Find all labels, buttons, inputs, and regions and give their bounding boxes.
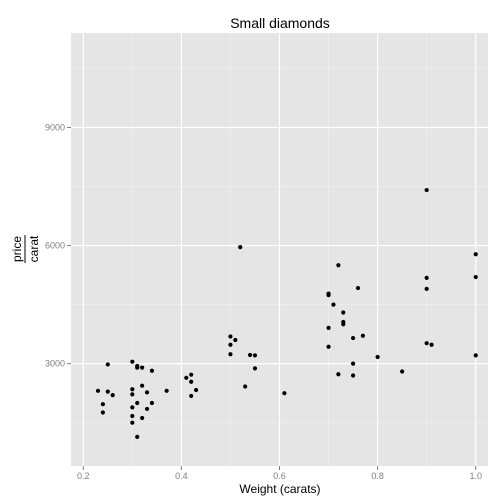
data-point [130, 387, 135, 392]
data-point [375, 354, 380, 360]
data-point [100, 410, 105, 415]
data-point [140, 365, 145, 370]
data-point [189, 393, 194, 399]
y-axis-title-numerator: price [10, 236, 24, 262]
data-point [252, 366, 258, 371]
data-point [424, 275, 429, 280]
data-point [189, 372, 194, 377]
data-point [135, 363, 140, 369]
data-point [110, 393, 115, 398]
y-tick-label: 9000 [45, 122, 65, 132]
data-point [144, 406, 150, 412]
data-point [350, 361, 356, 366]
data-point [95, 388, 101, 393]
data-point [429, 342, 434, 347]
data-point [105, 389, 110, 394]
data-point [130, 420, 135, 425]
data-point [350, 373, 356, 378]
y-tick-label: 3000 [45, 359, 65, 369]
data-point [350, 335, 356, 341]
data-point [105, 362, 110, 367]
major-gridlines [71, 33, 488, 466]
data-point [326, 293, 331, 298]
data-point [336, 263, 341, 268]
x-tick-label: 1.0 [469, 471, 482, 481]
data-point [130, 413, 135, 419]
data-point [355, 285, 361, 291]
data-point [243, 384, 248, 389]
data-point [164, 388, 169, 393]
chart-title: Small diamonds [230, 15, 330, 31]
data-point [326, 325, 331, 330]
y-axis: 3000 6000 9000 [45, 122, 71, 369]
data-point [247, 352, 253, 358]
x-tick-label: 0.8 [371, 471, 384, 481]
x-tick-label: 0.2 [77, 471, 90, 481]
data-point [252, 353, 258, 358]
data-point [189, 379, 194, 384]
data-point [149, 368, 155, 373]
data-point [360, 333, 365, 338]
data-point [341, 322, 346, 327]
data-point [140, 415, 145, 421]
data-point [233, 337, 238, 343]
data-point [130, 392, 135, 397]
data-point [194, 387, 199, 393]
x-axis-title: Weight (carats) [239, 482, 320, 496]
data-point [144, 390, 150, 395]
data-points [95, 187, 478, 439]
data-point [424, 286, 429, 291]
x-axis: 0.2 0.4 0.6 0.8 1.0 [77, 466, 482, 481]
data-point [238, 245, 243, 250]
data-point [331, 302, 336, 307]
data-point [341, 310, 346, 315]
data-point [135, 434, 140, 439]
data-point [424, 187, 429, 193]
y-axis-title: price carat [10, 235, 41, 263]
data-point [130, 405, 135, 410]
data-point [100, 402, 105, 407]
data-point [135, 400, 140, 406]
data-point [130, 359, 135, 364]
y-axis-title-denominator: carat [27, 235, 41, 262]
x-tick-label: 0.4 [175, 471, 188, 481]
data-point [473, 274, 478, 280]
data-point [184, 375, 189, 380]
y-tick-label: 6000 [45, 241, 65, 251]
data-point [228, 342, 233, 347]
data-point [149, 400, 155, 406]
data-point [473, 353, 478, 358]
data-point [400, 369, 405, 374]
data-point [424, 341, 429, 346]
data-point [282, 391, 287, 396]
data-point [140, 383, 145, 388]
x-tick-label: 0.6 [273, 471, 286, 481]
data-point [228, 334, 233, 339]
data-point [326, 344, 331, 349]
data-point [228, 352, 233, 357]
data-point [336, 372, 341, 377]
data-point [473, 252, 478, 257]
